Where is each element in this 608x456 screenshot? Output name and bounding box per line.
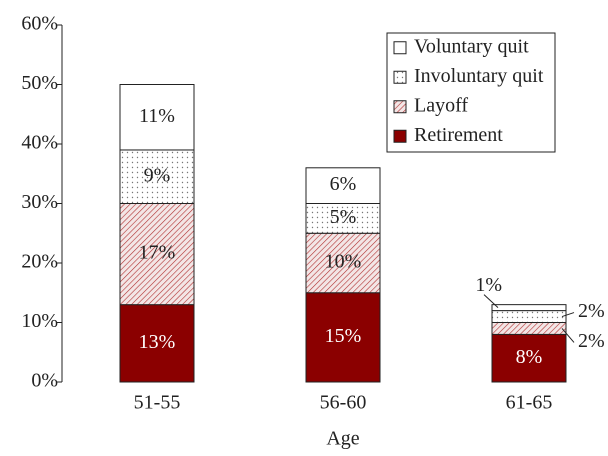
x-tick-label: 61-65 [506, 392, 553, 414]
leader-line [483, 294, 499, 308]
bar-segment [491, 304, 567, 312]
data-label: 2% [578, 300, 605, 322]
bar-segment [305, 167, 381, 205]
data-label: 15% [325, 325, 362, 347]
bar-segment [305, 292, 381, 383]
bar-segment [491, 310, 567, 324]
x-tick-label: 56-60 [320, 392, 367, 414]
leader-line [561, 312, 575, 318]
data-label: 6% [330, 173, 357, 195]
data-label: 11% [139, 105, 175, 127]
data-label: 2% [578, 330, 605, 352]
legend-box [386, 32, 556, 153]
data-label: 10% [325, 251, 362, 273]
bar-segment [119, 149, 195, 204]
bar-segment [119, 304, 195, 383]
legend-swatch [393, 100, 407, 114]
y-tick-label: 30% [21, 191, 58, 213]
legend-label: Voluntary quit [414, 35, 529, 57]
bar-segment [119, 84, 195, 151]
legend-swatch [393, 70, 407, 84]
y-tick-label: 40% [21, 132, 58, 154]
data-label: 5% [330, 206, 357, 228]
x-axis-label: Age [326, 428, 359, 450]
leader-line [561, 328, 575, 343]
data-label: 13% [139, 331, 176, 353]
data-label: 9% [144, 164, 171, 186]
data-label: 1% [475, 274, 502, 296]
y-tick-label: 60% [21, 13, 58, 35]
legend-label: Involuntary quit [414, 65, 544, 87]
legend-swatch [393, 41, 407, 55]
legend-swatch [393, 129, 407, 143]
y-tick-label: 10% [21, 310, 58, 332]
x-tick-label: 51-55 [134, 392, 181, 414]
bar-segment [491, 333, 567, 383]
data-label: 8% [516, 346, 543, 368]
legend-label: Retirement [414, 124, 503, 146]
legend-label: Layoff [414, 94, 468, 116]
data-label: 17% [139, 242, 176, 264]
y-tick-label: 0% [31, 370, 58, 392]
y-tick-label: 50% [21, 72, 58, 94]
bar-segment [491, 322, 567, 335]
y-tick-label: 20% [21, 251, 58, 273]
bar-segment [119, 203, 195, 306]
